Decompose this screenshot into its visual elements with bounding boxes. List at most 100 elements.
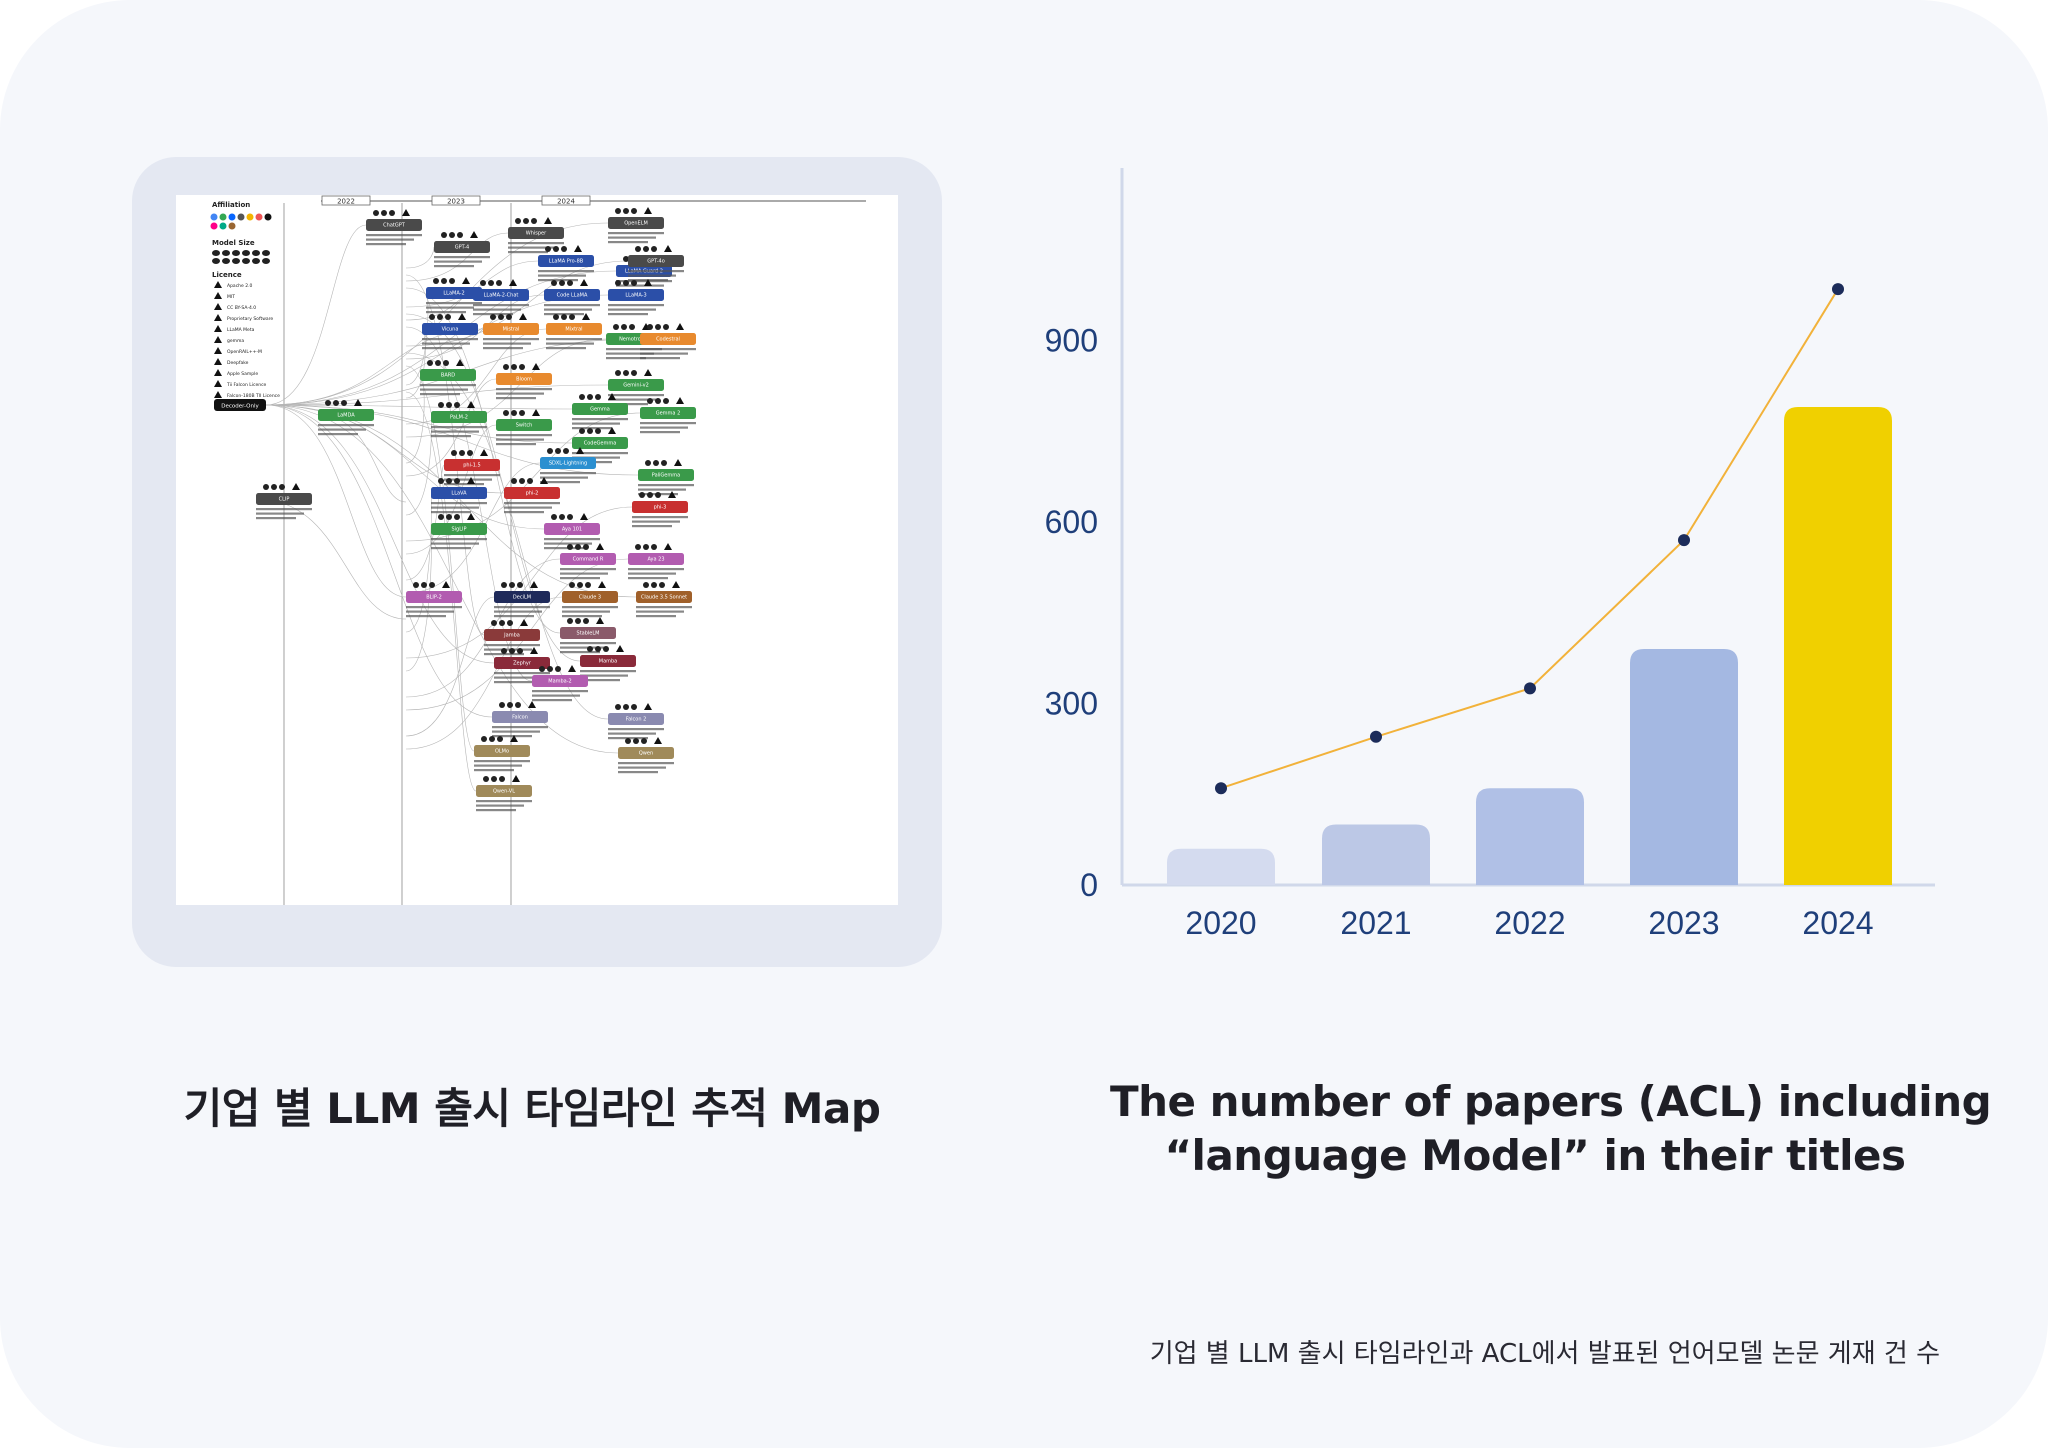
node-logo bbox=[561, 314, 567, 320]
node-logo bbox=[615, 208, 621, 214]
node-desc-line bbox=[508, 246, 556, 249]
node-desc-line bbox=[422, 338, 478, 341]
node-logo bbox=[438, 402, 444, 408]
node-desc-line bbox=[431, 430, 479, 433]
node-desc-line bbox=[544, 542, 592, 545]
node-logo bbox=[567, 280, 573, 286]
licence-label: Apache 2.0 bbox=[227, 283, 253, 289]
node-desc-line bbox=[618, 766, 666, 769]
papers-bar-chart: 0 300 600 900 2020 2021 2022 2023 2024 bbox=[1045, 168, 1935, 941]
node-logo bbox=[583, 544, 589, 550]
node-desc-line bbox=[608, 241, 648, 244]
licence-label: Deepfake bbox=[227, 360, 249, 366]
model-node: GPT-4o bbox=[628, 245, 684, 282]
node-label: Claude 3.5 Sonnet bbox=[641, 595, 687, 601]
node-licence-icon bbox=[598, 581, 606, 588]
node-desc-line bbox=[434, 265, 474, 268]
connector bbox=[265, 404, 573, 444]
node-logo bbox=[539, 666, 545, 672]
size-icon bbox=[232, 258, 240, 264]
node-label: Mamba-2 bbox=[548, 679, 571, 685]
node-logo bbox=[511, 478, 517, 484]
node-label: LLaMA Pro-8B bbox=[549, 259, 584, 265]
node-logo bbox=[509, 582, 515, 588]
node-desc-line bbox=[431, 426, 487, 429]
node-desc-line bbox=[508, 251, 548, 254]
node-logo bbox=[413, 582, 419, 588]
node-logo bbox=[621, 324, 627, 330]
model-node: OLMo bbox=[474, 735, 530, 772]
model-node: CLIP bbox=[256, 483, 312, 520]
node-desc-line bbox=[431, 435, 471, 438]
node-box bbox=[508, 227, 564, 239]
node-logo bbox=[519, 364, 525, 370]
node-logo bbox=[555, 666, 561, 672]
node-label: Command R bbox=[573, 557, 604, 563]
node-box bbox=[540, 457, 596, 469]
node-label: Aya 23 bbox=[647, 557, 664, 563]
model-node: Qwen-VL bbox=[476, 775, 532, 812]
node-logo bbox=[659, 582, 665, 588]
licence-icon bbox=[214, 303, 222, 310]
node-desc-line bbox=[580, 674, 628, 677]
node-desc-line bbox=[420, 384, 476, 387]
node-logo bbox=[438, 514, 444, 520]
node-desc-line bbox=[562, 615, 602, 618]
node-box bbox=[431, 523, 487, 535]
node-label: Mamba bbox=[599, 659, 618, 665]
node-logo bbox=[631, 280, 637, 286]
node-desc-line bbox=[638, 488, 686, 491]
model-node: Bloom bbox=[496, 363, 552, 400]
node-box bbox=[318, 409, 374, 421]
node-desc-line bbox=[608, 304, 664, 307]
node-licence-icon bbox=[644, 703, 652, 710]
node-logo bbox=[480, 280, 486, 286]
node-desc-line bbox=[431, 547, 471, 550]
model-node: LLaMA-2 bbox=[426, 277, 482, 314]
node-desc-line bbox=[406, 606, 462, 609]
node-logo bbox=[519, 478, 525, 484]
timeline-map: 2022 2023 2024 Affiliation Model Size Licence… bbox=[176, 195, 898, 905]
size-icon bbox=[242, 250, 250, 256]
map-caption: 기업 별 LLM 출시 타임라인 추적 Map bbox=[183, 1084, 881, 1133]
year-box bbox=[541, 195, 591, 206]
legend-title: Licence bbox=[212, 271, 242, 279]
node-logo bbox=[651, 544, 657, 550]
licence-icon bbox=[214, 369, 222, 376]
footnote: 기업 별 LLM 출시 타임라인과 ACL에서 발표된 언어모델 논문 게재 건… bbox=[1149, 1339, 1940, 1369]
node-desc-line bbox=[546, 338, 602, 341]
node-desc-line bbox=[560, 642, 616, 645]
node-licence-icon bbox=[582, 313, 590, 320]
node-desc-line bbox=[636, 610, 684, 613]
model-node: Gemma 2 bbox=[640, 397, 696, 434]
node-logo bbox=[661, 460, 667, 466]
node-desc-line bbox=[640, 426, 688, 429]
node-box bbox=[638, 469, 694, 481]
node-label: GPT-4 bbox=[455, 245, 469, 251]
node-label: Codestral bbox=[656, 337, 680, 343]
node-box bbox=[560, 553, 616, 565]
y-tick-label: 900 bbox=[1045, 323, 1098, 359]
node-logo bbox=[567, 544, 573, 550]
affiliation-logo bbox=[255, 213, 263, 221]
licence-icon bbox=[214, 325, 222, 332]
node-label: PaLM-2 bbox=[450, 415, 468, 421]
model-node: CodeGemma bbox=[572, 427, 628, 464]
node-licence-icon bbox=[519, 313, 527, 320]
node-licence-icon bbox=[580, 279, 588, 286]
chart-caption: The number of papers (ACL) including “la… bbox=[1110, 1075, 1992, 1183]
node-logo bbox=[454, 402, 460, 408]
node-box bbox=[444, 459, 500, 471]
node-label: StableLM bbox=[577, 631, 600, 637]
node-desc-line bbox=[504, 502, 560, 505]
node-logo bbox=[553, 246, 559, 252]
trend-line bbox=[1220, 288, 1839, 790]
node-box bbox=[608, 289, 664, 301]
licence-label: Proprietary Software bbox=[227, 316, 273, 322]
model-node: Qwen bbox=[618, 737, 674, 774]
node-label: Gemini-v2 bbox=[623, 383, 649, 389]
node-logo bbox=[445, 314, 451, 320]
node-desc-line bbox=[494, 681, 534, 684]
node-desc-line bbox=[628, 270, 684, 273]
node-logo bbox=[647, 492, 653, 498]
